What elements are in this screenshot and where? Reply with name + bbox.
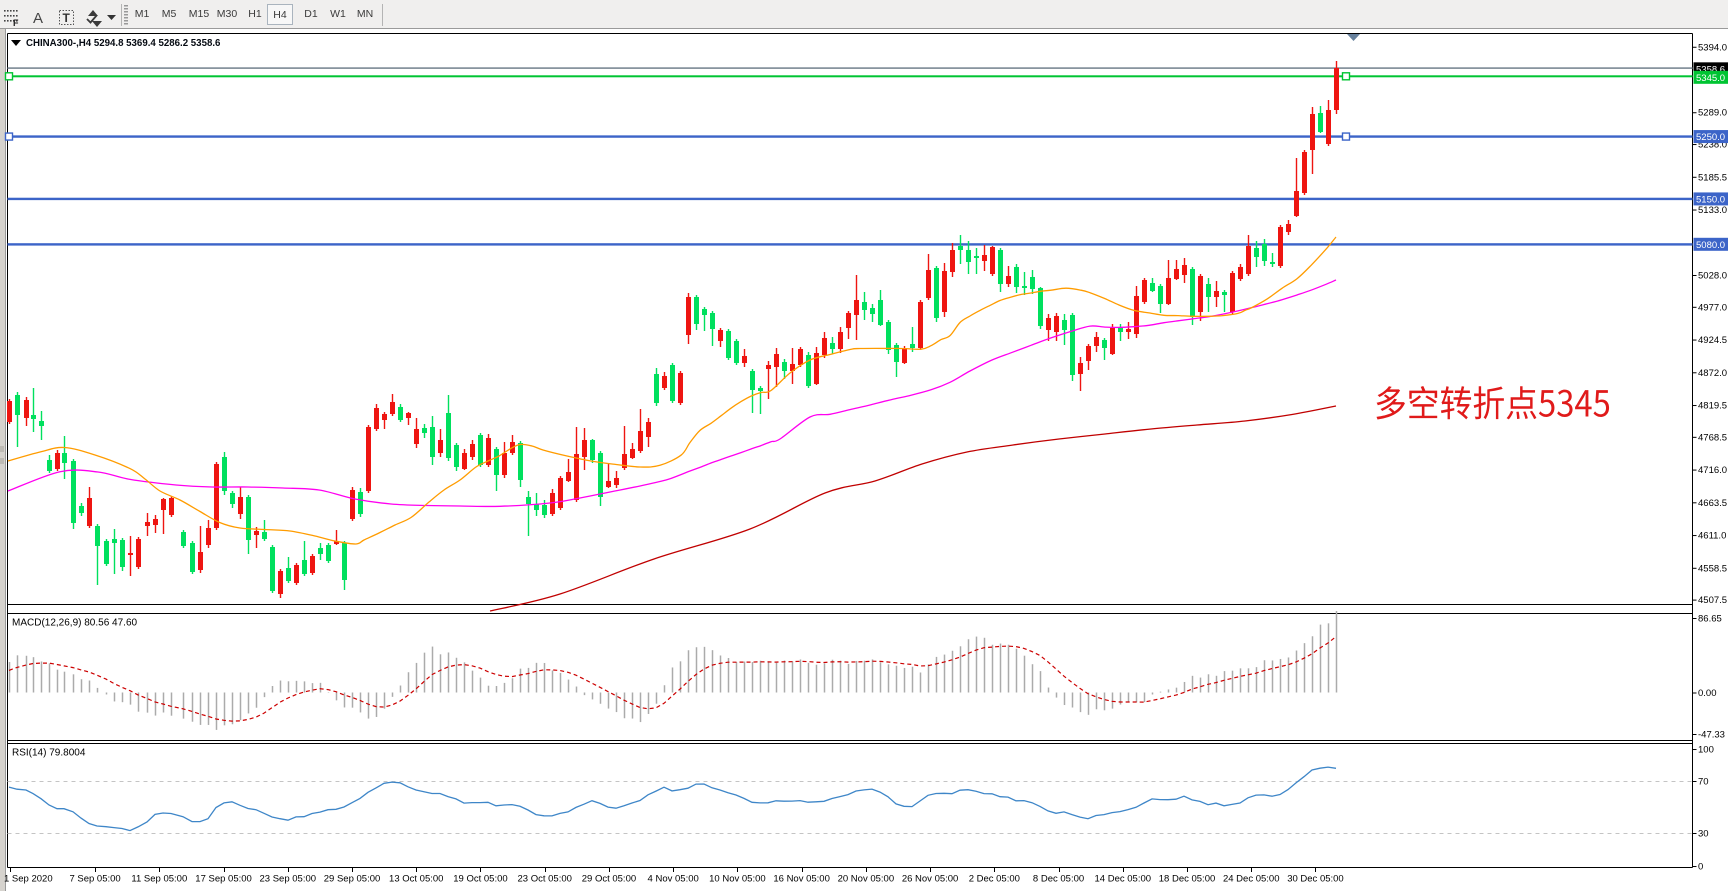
svg-text:70: 70 xyxy=(1698,777,1709,788)
svg-text:13 Oct 05:00: 13 Oct 05:00 xyxy=(389,874,443,885)
svg-text:26 Nov 05:00: 26 Nov 05:00 xyxy=(902,874,959,885)
svg-text:4611.0: 4611.0 xyxy=(1698,531,1726,542)
svg-text:CHINA300-,H4 5294.8 5369.4 52: CHINA300-,H4 5294.8 5369.4 5286.2 5358.6 xyxy=(26,38,221,49)
svg-text:5133.0: 5133.0 xyxy=(1698,205,1727,216)
svg-text:29 Oct 05:00: 29 Oct 05:00 xyxy=(582,874,636,885)
svg-text:1 Sep 2020: 1 Sep 2020 xyxy=(4,874,53,885)
svg-text:5394.0: 5394.0 xyxy=(1698,42,1727,53)
svg-text:5238.0: 5238.0 xyxy=(1698,140,1727,151)
svg-text:19 Oct 05:00: 19 Oct 05:00 xyxy=(453,874,507,885)
svg-text:23 Sep 05:00: 23 Sep 05:00 xyxy=(260,874,317,885)
svg-text:8 Dec 05:00: 8 Dec 05:00 xyxy=(1033,874,1084,885)
svg-text:5150.0: 5150.0 xyxy=(1696,194,1725,205)
svg-text:14 Dec 05:00: 14 Dec 05:00 xyxy=(1095,874,1152,885)
svg-text:4558.5: 4558.5 xyxy=(1698,563,1727,574)
svg-text:7 Sep 05:00: 7 Sep 05:00 xyxy=(69,874,120,885)
svg-text:5028.0: 5028.0 xyxy=(1698,271,1727,282)
svg-text:5358.6: 5358.6 xyxy=(1696,64,1725,75)
svg-text:4 Nov 05:00: 4 Nov 05:00 xyxy=(648,874,699,885)
svg-text:11 Sep 05:00: 11 Sep 05:00 xyxy=(131,874,187,885)
svg-text:18 Dec 05:00: 18 Dec 05:00 xyxy=(1159,874,1216,885)
svg-text:2 Dec 05:00: 2 Dec 05:00 xyxy=(969,874,1020,885)
svg-text:5250.0: 5250.0 xyxy=(1696,132,1725,143)
svg-text:20 Nov 05:00: 20 Nov 05:00 xyxy=(838,874,895,885)
svg-text:10 Nov 05:00: 10 Nov 05:00 xyxy=(709,874,766,885)
svg-text:4507.5: 4507.5 xyxy=(1698,595,1727,606)
svg-text:A: A xyxy=(33,10,43,27)
svg-text:4924.5: 4924.5 xyxy=(1698,335,1727,346)
svg-text:0.00: 0.00 xyxy=(1698,688,1717,699)
svg-text:4872.0: 4872.0 xyxy=(1698,368,1727,379)
svg-text:16 Nov 05:00: 16 Nov 05:00 xyxy=(773,874,830,885)
svg-text:30 Dec 05:00: 30 Dec 05:00 xyxy=(1287,874,1344,885)
svg-text:86.65: 86.65 xyxy=(1698,614,1722,625)
svg-text:RSI(14) 79.8004: RSI(14) 79.8004 xyxy=(12,748,86,759)
svg-text:23 Oct 05:00: 23 Oct 05:00 xyxy=(518,874,572,885)
svg-text:100: 100 xyxy=(1698,745,1714,756)
svg-text:4819.5: 4819.5 xyxy=(1698,401,1727,412)
svg-text:-47.33: -47.33 xyxy=(1698,730,1725,741)
svg-text:4768.5: 4768.5 xyxy=(1698,432,1727,443)
svg-text:5080.0: 5080.0 xyxy=(1696,240,1725,251)
svg-text:T: T xyxy=(63,11,71,25)
svg-text:29 Sep 05:00: 29 Sep 05:00 xyxy=(324,874,381,885)
svg-text:30: 30 xyxy=(1698,829,1709,840)
svg-text:5289.0: 5289.0 xyxy=(1698,108,1727,119)
svg-text:5185.5: 5185.5 xyxy=(1698,172,1727,183)
svg-text:17 Sep 05:00: 17 Sep 05:00 xyxy=(195,874,252,885)
svg-text:0: 0 xyxy=(1698,862,1703,873)
svg-text:5345.0: 5345.0 xyxy=(1696,73,1725,84)
svg-text:MACD(12,26,9) 80.56 47.60: MACD(12,26,9) 80.56 47.60 xyxy=(12,618,138,629)
svg-text:24 Dec 05:00: 24 Dec 05:00 xyxy=(1223,874,1280,885)
svg-text:4977.0: 4977.0 xyxy=(1698,302,1727,313)
svg-text:4663.5: 4663.5 xyxy=(1698,498,1727,509)
svg-text:4716.0: 4716.0 xyxy=(1698,465,1727,476)
svg-text:F: F xyxy=(13,18,19,28)
